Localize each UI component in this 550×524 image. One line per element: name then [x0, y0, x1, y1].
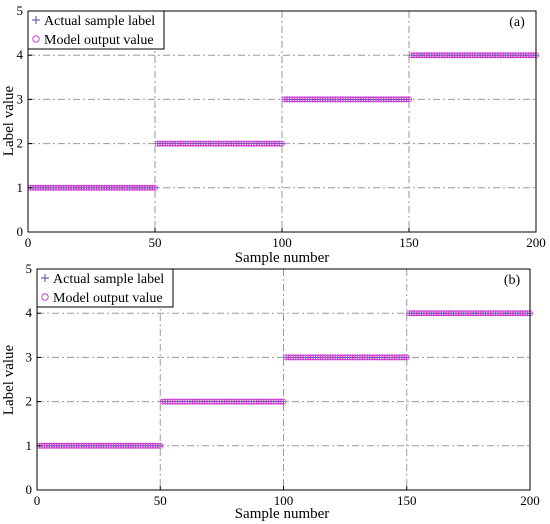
y-tick-label: 0	[26, 482, 33, 497]
panel-label: (b)	[504, 273, 521, 288]
legend-box	[36, 268, 174, 308]
y-tick-label: 5	[17, 3, 24, 18]
legend: Actual sample label Model output value	[36, 268, 174, 308]
x-tick-label: 150	[397, 493, 417, 508]
y-tick-label: 2	[26, 394, 33, 409]
y-tick-label: 1	[26, 438, 33, 453]
model-output-point	[278, 398, 285, 405]
model-output-point	[154, 442, 161, 449]
x-axis-label: Sample number	[235, 250, 330, 266]
legend-label-actual: Actual sample label	[53, 272, 164, 287]
x-tick-label: 50	[149, 235, 162, 250]
x-tick-label: 50	[154, 493, 167, 508]
legend-circle-marker	[41, 293, 49, 301]
y-axis-label: Label value	[1, 344, 17, 415]
y-tick-label: 2	[17, 136, 24, 151]
y-tick-label: 4	[26, 305, 33, 320]
x-tick-label: 150	[399, 235, 419, 250]
legend-plus-marker	[32, 16, 40, 24]
y-tick-label: 5	[26, 261, 33, 276]
model-output-point	[403, 354, 410, 361]
y-tick-label: 3	[26, 349, 33, 364]
model-output-point	[278, 140, 285, 147]
x-tick-label: 100	[274, 493, 294, 508]
x-tick-label: 0	[34, 493, 41, 508]
model-output-point	[280, 398, 287, 405]
model-output-point	[149, 184, 156, 191]
legend-circle-marker	[32, 35, 40, 43]
model-output-point	[276, 140, 283, 147]
model-output-point	[405, 96, 412, 103]
x-tick-label: 0	[25, 235, 32, 250]
legend-label-actual: Actual sample label	[44, 14, 155, 29]
model-output-point	[403, 96, 410, 103]
x-tick-label: 200	[526, 235, 546, 250]
x-tick-label: 100	[272, 235, 292, 250]
x-axis-label: Sample number	[235, 506, 330, 522]
legend-plus-marker	[41, 274, 49, 282]
x-tick-label: 200	[520, 493, 540, 508]
legend-label-model: Model output value	[44, 33, 154, 48]
y-tick-label: 4	[17, 47, 24, 62]
panel-label: (a)	[509, 15, 525, 30]
model-output-point	[151, 184, 158, 191]
y-tick-label: 1	[17, 180, 24, 195]
y-axis-label: Label value	[1, 85, 17, 156]
model-output-point	[401, 354, 408, 361]
model-output-point	[157, 442, 164, 449]
y-tick-label: 3	[17, 91, 24, 106]
legend-box	[27, 10, 165, 50]
legend: Actual sample label Model output value	[27, 10, 165, 50]
y-tick-label: 0	[17, 224, 24, 239]
legend-label-model: Model output value	[53, 291, 163, 306]
